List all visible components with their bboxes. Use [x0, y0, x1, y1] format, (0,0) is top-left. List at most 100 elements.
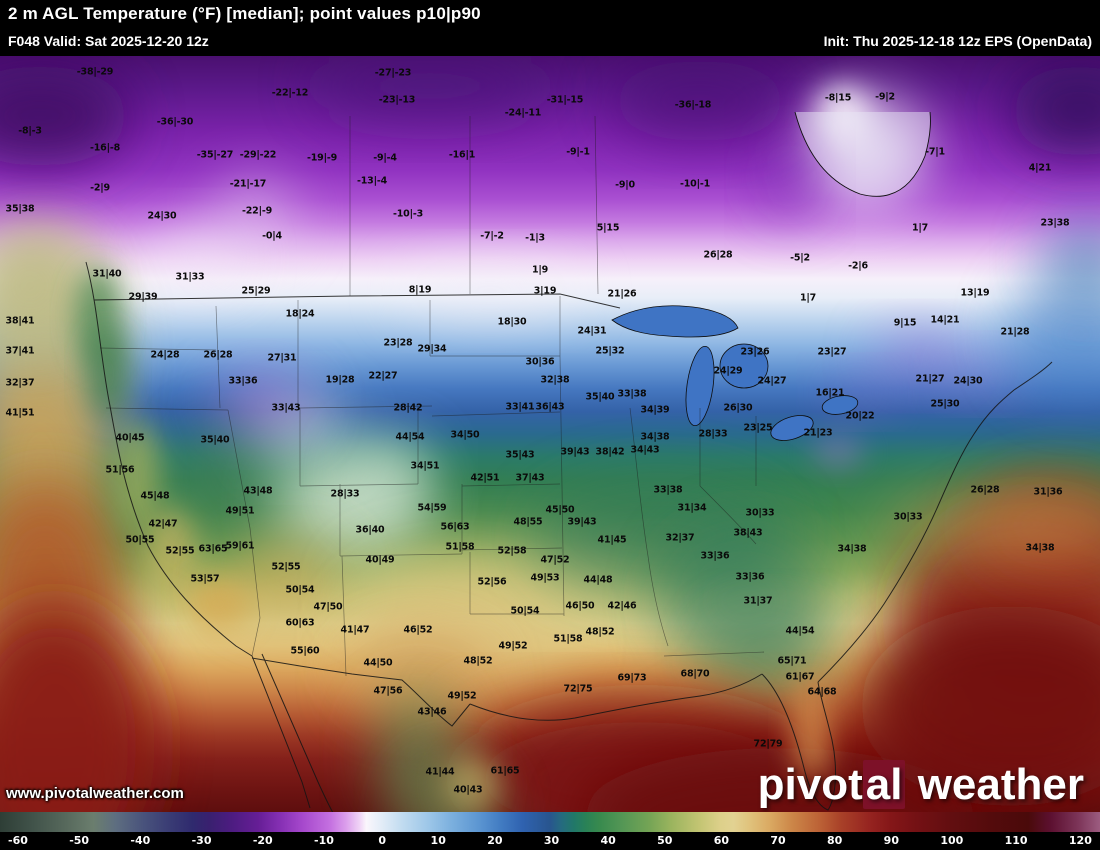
point-value: 33|36: [228, 375, 258, 387]
point-value: 50|55: [125, 534, 155, 546]
colorbar-tick-label: 120: [1068, 834, 1092, 847]
point-value: 34|38: [837, 543, 867, 555]
point-value: 24|31: [577, 325, 607, 337]
point-value: 69|73: [617, 672, 647, 684]
colorbar-tick-label: 50: [657, 834, 673, 847]
point-value: 3|19: [533, 285, 557, 297]
point-value: 42|46: [607, 600, 637, 612]
colorbar-tick-label: -50: [69, 834, 90, 847]
point-value: 72|79: [753, 738, 783, 750]
point-value: 25|32: [595, 345, 625, 357]
point-value: 44|54: [395, 431, 425, 443]
point-value: 34|38: [640, 431, 670, 443]
info-bar: F048 Valid: Sat 2025-12-20 12z Init: Thu…: [0, 28, 1100, 56]
point-value: 21|27: [915, 373, 945, 385]
colorbar-tick-label: -10: [314, 834, 334, 847]
point-value: -7|1: [925, 146, 945, 158]
point-value: -31|-15: [546, 94, 584, 106]
point-value: 39|43: [567, 516, 597, 528]
point-value: -35|-27: [196, 149, 234, 161]
point-value: 34|43: [630, 444, 660, 456]
point-value: -0|4: [262, 230, 282, 242]
point-value: -22|-12: [271, 87, 309, 99]
point-value: 49|53: [530, 572, 560, 584]
point-value: 31|33: [175, 271, 205, 283]
point-value: 26|28: [970, 484, 1000, 496]
brand-logo: pivotal weather: [758, 760, 1084, 810]
point-value: 52|58: [497, 545, 527, 557]
point-value: 53|57: [190, 573, 220, 585]
point-value: 16|21: [815, 387, 845, 399]
point-value: 63|65: [198, 543, 228, 555]
point-value: -7|-2: [480, 230, 504, 242]
colorbar-tick-label: -60: [8, 834, 28, 847]
point-value: 31|40: [92, 268, 122, 280]
point-value: 54|59: [417, 502, 447, 514]
point-value: 21|28: [1000, 326, 1030, 338]
point-value: -23|-13: [378, 94, 416, 106]
colorbar: -60 -50 -40 -30 -20 -10 0 10 20 30 40 50 60 70 80 90 100…: [0, 812, 1100, 850]
point-value: 45|48: [140, 490, 170, 502]
point-value: 38|42: [595, 446, 625, 458]
point-value: 44|50: [363, 657, 393, 669]
point-value: 18|24: [285, 308, 315, 320]
point-value: 52|55: [271, 561, 301, 573]
point-value: 22|27: [368, 370, 398, 382]
point-value: 24|29: [713, 365, 743, 377]
point-value: 48|52: [585, 626, 615, 638]
point-value: 47|52: [540, 554, 570, 566]
point-value: 29|39: [128, 291, 158, 303]
point-value: 41|45: [597, 534, 627, 546]
point-value: 29|34: [417, 343, 447, 355]
point-value: 46|52: [403, 624, 433, 636]
point-value: 49|51: [225, 505, 255, 517]
point-value: 34|51: [410, 460, 440, 472]
point-value: 33|43: [271, 402, 301, 414]
brand-accent-box: al: [862, 760, 906, 809]
point-value: 25|29: [241, 285, 271, 297]
point-value: 44|54: [785, 625, 815, 637]
colorbar-tick-label: 90: [883, 834, 899, 847]
point-value: -10|-1: [680, 178, 710, 190]
point-value: 24|28: [150, 349, 180, 361]
point-value: -36|-30: [156, 116, 194, 128]
point-value: 49|52: [447, 690, 477, 702]
point-value: 46|50: [565, 600, 595, 612]
brand-text-post: weather: [917, 760, 1084, 809]
point-value: 37|41: [5, 345, 35, 357]
point-value: 52|56: [477, 576, 507, 588]
watermark-url: www.pivotalweather.com: [6, 785, 184, 802]
point-value: -9|2: [875, 91, 895, 103]
point-value: 28|33: [698, 428, 728, 440]
point-value: 23|27: [817, 346, 847, 358]
point-value: 23|25: [743, 422, 773, 434]
point-value: 35|40: [200, 434, 230, 446]
init-time-label: Init: Thu 2025-12-18 12z EPS (OpenData): [823, 33, 1092, 49]
colorbar-tick-label: 10: [430, 834, 446, 847]
point-value: 30|36: [525, 356, 555, 368]
point-value: 40|43: [453, 784, 483, 796]
point-value: -13|-4: [357, 175, 387, 187]
point-value: 33|36: [735, 571, 765, 583]
point-value: 27|31: [267, 352, 297, 364]
point-value: 33|36: [700, 550, 730, 562]
map-title: 2 m AGL Temperature (°F) [median]; point…: [8, 4, 481, 23]
point-value: 23|28: [383, 337, 413, 349]
point-value: 61|67: [785, 671, 815, 683]
point-value: -9|-1: [566, 146, 590, 158]
point-value: 49|52: [498, 640, 528, 652]
point-value: 43|48: [243, 485, 273, 497]
point-value: 21|23: [803, 427, 833, 439]
point-value: 40|49: [365, 554, 395, 566]
point-value: 24|30: [147, 210, 177, 222]
point-value: 35|38: [5, 203, 35, 215]
point-value: 13|19: [960, 287, 990, 299]
point-value: 43|46: [417, 706, 447, 718]
point-value: 34|39: [640, 404, 670, 416]
colorbar-tick-label: 110: [1004, 834, 1028, 847]
point-value: 34|50: [450, 429, 480, 441]
point-value: 31|36: [1033, 486, 1063, 498]
point-value: 24|27: [757, 375, 787, 387]
colorbar-tick-label: 0: [378, 834, 387, 847]
